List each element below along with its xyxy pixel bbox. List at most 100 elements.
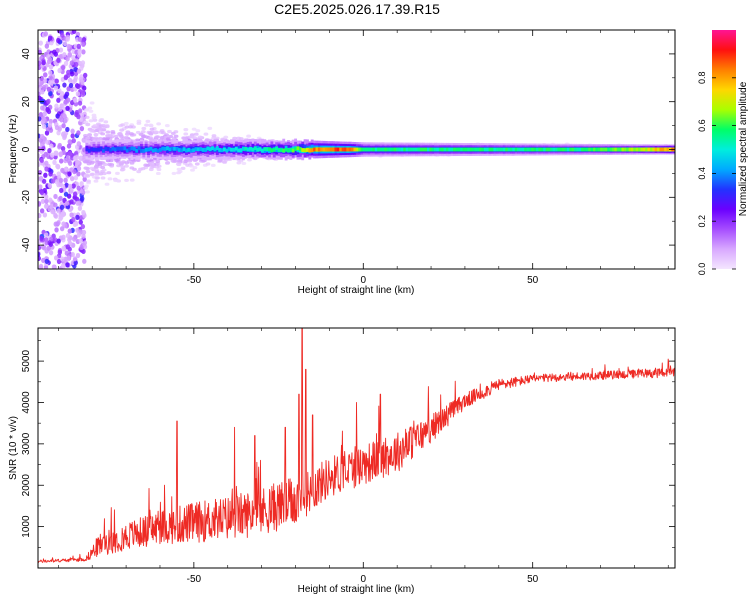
heatmap-band — [320, 147, 324, 152]
heatmap-cell — [40, 89, 45, 95]
heatmap-cell — [44, 160, 49, 166]
y-tick-label: 2000 — [21, 474, 32, 497]
heatmap-band — [521, 147, 525, 152]
heatmap-band — [166, 148, 169, 153]
heatmap-band — [626, 147, 630, 152]
heatmap-cell — [241, 161, 247, 166]
heatmap-cell — [61, 123, 66, 129]
heatmap-cell — [119, 168, 125, 172]
heatmap-band — [491, 147, 494, 152]
heatmap-band — [372, 147, 376, 152]
heatmap-cell — [81, 49, 86, 55]
heatmap-cell — [82, 72, 88, 78]
heatmap-cell — [67, 228, 72, 234]
heatmap-band — [415, 147, 418, 152]
heatmap-band — [296, 146, 300, 151]
heatmap-band — [512, 147, 516, 152]
heatmap-band — [481, 147, 485, 152]
heatmap-cell — [56, 238, 61, 244]
heatmap-band — [151, 148, 155, 153]
heatmap-cell — [144, 123, 149, 127]
heatmap-band — [194, 147, 198, 152]
heatmap-cell — [38, 146, 42, 152]
heatmap-band — [106, 146, 110, 151]
heatmap-cell — [141, 126, 147, 131]
heatmap-band — [649, 147, 653, 152]
heatmap-band — [628, 147, 632, 152]
heatmap-band — [168, 147, 172, 152]
heatmap-cell — [47, 182, 52, 188]
heatmap-cell — [87, 160, 93, 164]
heatmap-cell — [56, 97, 61, 103]
heatmap-cell — [48, 241, 54, 247]
heatmap-cell — [93, 165, 99, 169]
heatmap-cell — [140, 130, 146, 134]
heatmap-cell — [89, 129, 95, 133]
heatmap-cell — [89, 173, 94, 177]
heatmap-band — [215, 146, 219, 151]
y-tick-label: 20 — [21, 96, 32, 108]
heatmap-band — [389, 147, 392, 152]
heatmap-band — [227, 147, 231, 151]
heatmap-band — [424, 147, 428, 152]
heatmap-cell — [107, 177, 113, 181]
heatmap-band — [657, 147, 660, 152]
heatmap-cell — [56, 30, 62, 34]
heatmap-cell — [85, 166, 90, 171]
heatmap-band — [182, 147, 186, 152]
heatmap-cell — [79, 181, 84, 187]
heatmap-cell — [60, 32, 65, 38]
heatmap-cell — [176, 167, 182, 171]
heatmap-cell — [54, 103, 59, 109]
heatmap-band — [317, 147, 321, 152]
heatmap-band — [588, 147, 592, 152]
heatmap-cell — [89, 166, 95, 170]
heatmap-cell — [69, 199, 74, 205]
heatmap-cell — [183, 159, 188, 164]
heatmap-cell — [115, 171, 120, 175]
snr-panel: -50 0 50 1000 2000 3000 4000 5000 Height of str… — [8, 327, 676, 595]
heatmap-cell — [60, 263, 66, 269]
heatmap-cell — [191, 127, 197, 131]
heatmap-band — [329, 147, 333, 152]
heatmap-cell — [50, 152, 55, 158]
heatmap-cell — [43, 72, 48, 78]
heatmap-cell — [59, 187, 64, 194]
heatmap-band — [270, 148, 274, 153]
heatmap-cell — [54, 78, 59, 84]
heatmap-cell — [48, 171, 53, 177]
heatmap-cell — [75, 200, 80, 206]
heatmap-band — [260, 148, 264, 153]
heatmap-cell — [69, 176, 75, 182]
heatmap-cell — [38, 255, 41, 261]
heatmap-band — [569, 147, 573, 152]
heatmap-cell — [72, 155, 78, 161]
heatmap-band — [460, 147, 464, 152]
heatmap-band — [149, 146, 153, 151]
heatmap-band — [379, 147, 383, 152]
heatmap-cell — [95, 176, 100, 180]
heatmap-band — [121, 146, 124, 151]
heatmap-cell — [75, 159, 80, 166]
heatmap-band — [377, 147, 381, 152]
heatmap-cell — [46, 98, 51, 104]
heatmap-band — [90, 147, 94, 152]
heatmap-band — [472, 147, 475, 152]
heatmap-cell — [41, 60, 46, 66]
heatmap-band — [137, 148, 141, 153]
heatmap-band — [483, 147, 487, 152]
heatmap-cell — [65, 56, 70, 62]
heatmap-cell — [58, 195, 63, 201]
heatmap-band — [85, 147, 89, 152]
heatmap-cell — [118, 162, 124, 167]
heatmap-band — [607, 147, 611, 152]
heatmap-cell — [101, 128, 107, 132]
heatmap-cell — [48, 64, 54, 70]
heatmap-band — [94, 147, 98, 152]
heatmap-cell — [43, 203, 49, 209]
heatmap-band — [351, 147, 354, 152]
heatmap-band — [417, 147, 421, 152]
heatmap-band — [237, 148, 241, 153]
heatmap-band — [156, 148, 160, 153]
